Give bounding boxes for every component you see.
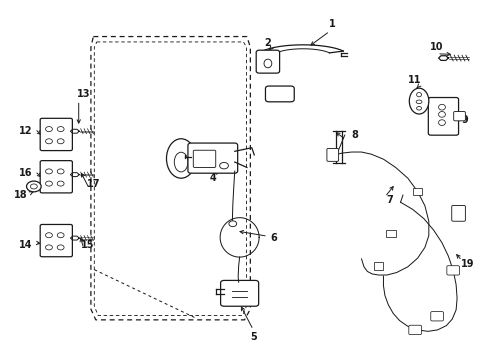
Circle shape	[228, 221, 236, 226]
Text: 13: 13	[77, 89, 90, 99]
Ellipse shape	[166, 139, 195, 178]
FancyBboxPatch shape	[265, 86, 294, 102]
Circle shape	[45, 139, 52, 144]
Circle shape	[45, 181, 52, 186]
Text: 5: 5	[249, 332, 256, 342]
Text: 2: 2	[264, 38, 271, 48]
Text: 4: 4	[209, 173, 216, 183]
FancyBboxPatch shape	[256, 50, 279, 73]
Ellipse shape	[264, 59, 271, 68]
Text: 9: 9	[461, 115, 468, 125]
Text: 7: 7	[386, 195, 392, 205]
FancyBboxPatch shape	[451, 206, 465, 221]
FancyBboxPatch shape	[326, 148, 338, 161]
Circle shape	[45, 233, 52, 238]
Text: 10: 10	[429, 42, 443, 52]
Circle shape	[45, 169, 52, 174]
Ellipse shape	[415, 100, 421, 104]
Bar	[412, 188, 422, 195]
FancyBboxPatch shape	[193, 150, 215, 167]
Circle shape	[45, 127, 52, 132]
FancyBboxPatch shape	[427, 98, 458, 135]
Circle shape	[57, 169, 64, 174]
Text: 3: 3	[285, 89, 292, 99]
Text: 11: 11	[407, 75, 420, 85]
Ellipse shape	[438, 112, 445, 117]
Circle shape	[57, 233, 64, 238]
Ellipse shape	[438, 104, 445, 110]
Text: 18: 18	[14, 190, 28, 200]
FancyBboxPatch shape	[187, 143, 237, 173]
FancyBboxPatch shape	[220, 280, 258, 306]
Circle shape	[57, 127, 64, 132]
Circle shape	[57, 181, 64, 186]
Bar	[373, 262, 383, 270]
Text: 15: 15	[81, 239, 94, 249]
Circle shape	[30, 184, 37, 189]
Text: 16: 16	[19, 168, 33, 178]
FancyBboxPatch shape	[446, 266, 459, 275]
Circle shape	[45, 245, 52, 250]
Circle shape	[26, 181, 41, 192]
Text: 8: 8	[350, 130, 357, 140]
Circle shape	[57, 139, 64, 144]
Ellipse shape	[408, 88, 428, 114]
FancyBboxPatch shape	[453, 112, 465, 121]
Text: 6: 6	[270, 233, 277, 243]
FancyBboxPatch shape	[430, 312, 443, 321]
Ellipse shape	[416, 107, 421, 110]
Circle shape	[219, 162, 228, 169]
Text: 1: 1	[328, 19, 335, 29]
FancyBboxPatch shape	[40, 225, 72, 257]
Text: 12: 12	[19, 126, 33, 135]
Ellipse shape	[416, 93, 421, 97]
Bar	[385, 230, 395, 237]
Text: 19: 19	[460, 259, 474, 269]
Ellipse shape	[438, 120, 445, 126]
Text: 14: 14	[19, 239, 33, 249]
FancyBboxPatch shape	[408, 325, 421, 334]
FancyBboxPatch shape	[40, 118, 72, 150]
Ellipse shape	[174, 152, 187, 172]
Circle shape	[57, 245, 64, 250]
Text: 17: 17	[86, 179, 100, 189]
FancyBboxPatch shape	[40, 161, 72, 193]
